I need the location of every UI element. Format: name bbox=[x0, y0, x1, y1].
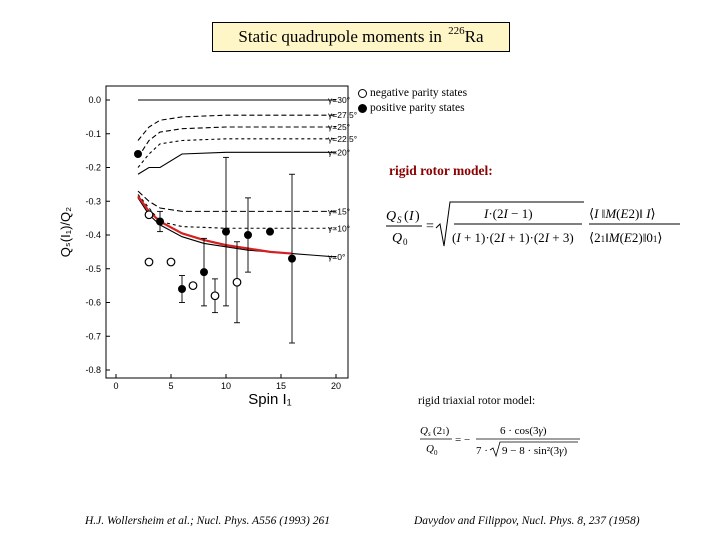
positive-parity-point bbox=[156, 217, 165, 226]
gamma-curve bbox=[137, 138, 336, 168]
svg-text:I: I bbox=[408, 209, 415, 224]
svg-text:S: S bbox=[397, 215, 402, 225]
svg-text:(I + 1)·(2I + 1)·(2I + 3): (I + 1)·(2I + 1)·(2I + 3) bbox=[452, 230, 574, 245]
svg-text:⟨21‖M(E2)‖01⟩: ⟨21‖M(E2)‖01⟩ bbox=[589, 230, 662, 245]
legend-open: negative parity states bbox=[358, 86, 467, 101]
positive-parity-point bbox=[134, 150, 143, 159]
svg-text:=: = bbox=[426, 219, 434, 234]
y-tick-label: -0.5 bbox=[85, 264, 101, 274]
positive-parity-point bbox=[200, 268, 209, 277]
legend-filled-label: positive parity states bbox=[370, 102, 465, 114]
positive-parity-point bbox=[222, 227, 231, 236]
svg-text:(: ( bbox=[404, 209, 409, 224]
x-tick-label: 20 bbox=[331, 381, 341, 391]
rigid-rotor-label: rigid rotor model: bbox=[389, 163, 493, 178]
svg-text:Q: Q bbox=[426, 443, 434, 455]
positive-parity-point bbox=[288, 254, 297, 263]
svg-text:6 · cos(3γ): 6 · cos(3γ) bbox=[500, 425, 547, 437]
x-tick-label: 5 bbox=[168, 381, 173, 391]
legend: negative parity states positive parity s… bbox=[358, 86, 467, 116]
title-element: Ra bbox=[464, 27, 484, 46]
x-tick-label: 0 bbox=[113, 381, 118, 391]
y-tick-label: -0.2 bbox=[85, 163, 101, 173]
svg-text:s: s bbox=[428, 430, 431, 438]
svg-text:7 ·: 7 · bbox=[476, 445, 488, 457]
y-tick-label: 0.0 bbox=[88, 95, 101, 105]
y-tick-label: -0.6 bbox=[85, 298, 101, 308]
gamma-curve bbox=[137, 114, 336, 141]
x-tick-label: 10 bbox=[221, 381, 231, 391]
gamma-curve-label: γ=0° bbox=[328, 252, 345, 262]
svg-text:= −: = − bbox=[455, 434, 470, 446]
svg-text:(21): (21) bbox=[433, 425, 450, 437]
gamma-curve-label: γ=22.5° bbox=[328, 134, 357, 144]
y-tick-label: -0.1 bbox=[85, 129, 101, 139]
negative-parity-point bbox=[166, 257, 176, 267]
svg-text:I·(2I − 1): I·(2I − 1) bbox=[483, 206, 533, 221]
svg-text:Q: Q bbox=[420, 425, 428, 437]
gamma-curve bbox=[137, 126, 336, 158]
y-tick-label: -0.4 bbox=[85, 230, 101, 240]
svg-text:0: 0 bbox=[403, 237, 408, 247]
legend-open-label: negative parity states bbox=[370, 87, 468, 99]
svg-text:0: 0 bbox=[434, 449, 438, 457]
slide-title: Static quadrupole moments in 226 Ra bbox=[212, 22, 510, 52]
y-axis-label: Qₛ(I₁)/Q₂ bbox=[58, 207, 73, 257]
filled-circle-icon bbox=[358, 104, 367, 113]
negative-parity-point bbox=[144, 210, 154, 220]
gamma-curve-label: γ=15° bbox=[328, 206, 350, 216]
positive-parity-point bbox=[178, 285, 187, 294]
y-tick-label: -0.8 bbox=[85, 365, 101, 375]
gamma-curve bbox=[137, 151, 336, 175]
gamma-curve-label: γ=25° bbox=[328, 122, 350, 132]
gamma-curve-label: γ=27.5° bbox=[328, 110, 357, 120]
title-text: Static quadrupole moments in bbox=[238, 27, 442, 46]
positive-parity-point bbox=[266, 227, 275, 236]
positive-parity-point bbox=[244, 231, 253, 240]
svg-text:): ) bbox=[415, 209, 420, 224]
gamma-curve bbox=[137, 190, 336, 212]
svg-text:⟨I ‖M(E2)‖ I⟩: ⟨I ‖M(E2)‖ I⟩ bbox=[589, 206, 656, 221]
negative-parity-point bbox=[144, 257, 154, 267]
open-circle-icon bbox=[358, 89, 367, 98]
title-mass-number: 226 bbox=[448, 25, 465, 37]
legend-filled: positive parity states bbox=[358, 101, 467, 116]
negative-parity-point bbox=[210, 291, 220, 301]
x-axis-label: Spin I₁ bbox=[248, 391, 291, 408]
negative-parity-point bbox=[232, 277, 242, 287]
y-tick-label: -0.7 bbox=[85, 331, 101, 341]
reference-theory: Davydov and Filippov, Nucl. Phys. 8, 237… bbox=[414, 515, 640, 527]
rigid-triaxial-label: rigid triaxial rotor model: bbox=[418, 395, 536, 407]
y-tick-label: -0.3 bbox=[85, 196, 101, 206]
gamma-curve-label: γ=20° bbox=[328, 147, 350, 157]
svg-text:Q: Q bbox=[392, 231, 402, 246]
svg-text:9 − 8 · sin²(3γ): 9 − 8 · sin²(3γ) bbox=[502, 445, 568, 457]
negative-parity-point bbox=[188, 281, 198, 291]
gamma-curve-label: γ=10° bbox=[328, 223, 350, 233]
reference-experiment: H.J. Wollersheim et al.; Nucl. Phys. A55… bbox=[85, 515, 330, 527]
x-tick-label: 15 bbox=[276, 381, 286, 391]
svg-text:Q: Q bbox=[386, 209, 396, 224]
gamma-curve-label: γ=30° bbox=[328, 95, 350, 105]
